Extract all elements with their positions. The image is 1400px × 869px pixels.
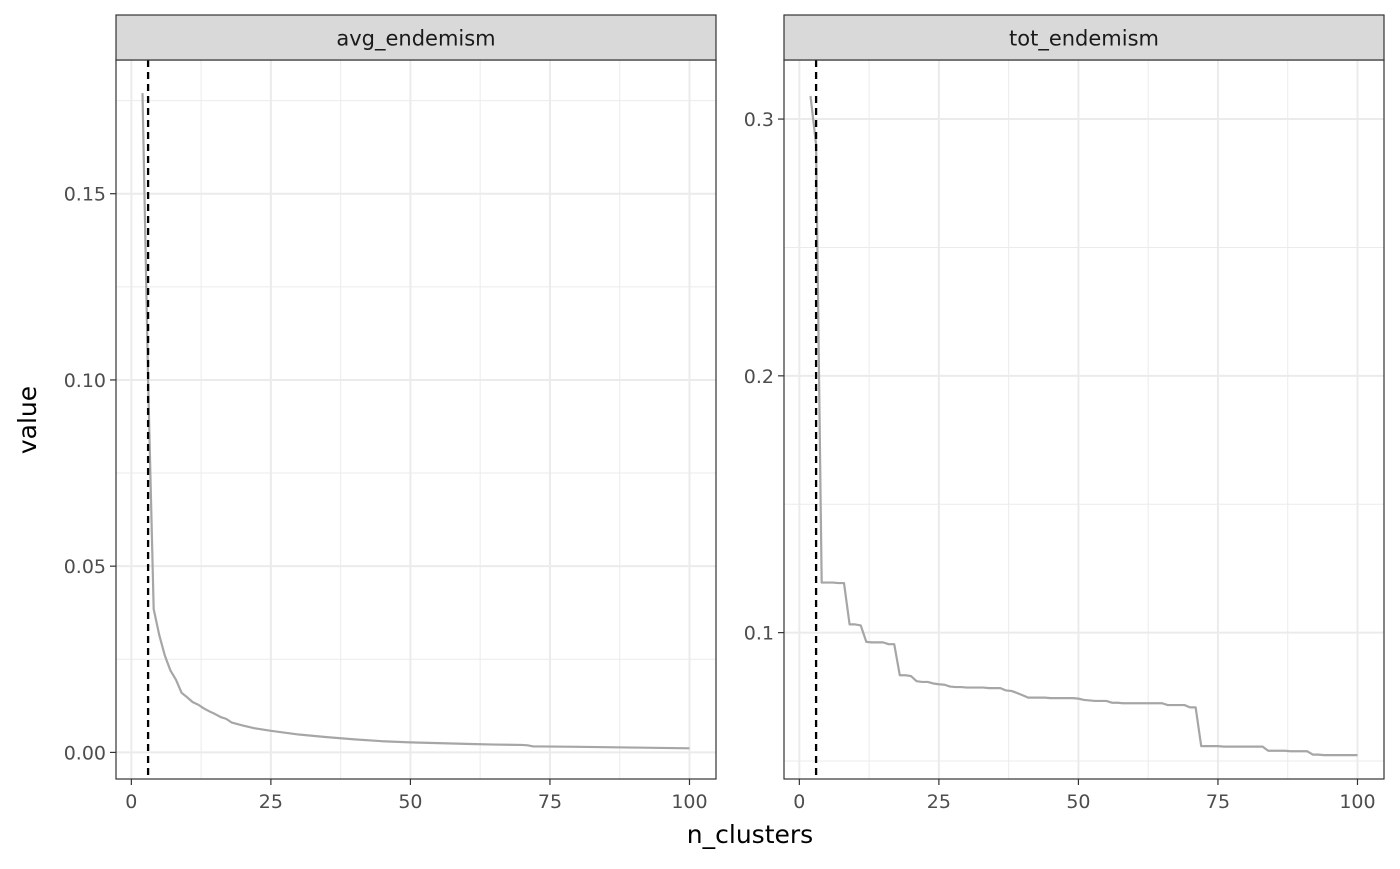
x-tick-label: 25	[927, 791, 951, 813]
y-tick-label: 0.15	[64, 184, 106, 206]
y-axis-title: value	[13, 386, 42, 454]
x-tick-label: 25	[259, 791, 283, 813]
facet-strip	[115, 14, 717, 61]
x-tick-label: 100	[1339, 791, 1375, 813]
y-tick-label: 0.2	[744, 366, 774, 388]
x-tick-label: 0	[793, 791, 805, 813]
x-tick-label: 75	[538, 791, 562, 813]
facet-strip-label: tot_endemism	[1009, 27, 1159, 52]
x-tick-label: 50	[1066, 791, 1090, 813]
x-tick-label: 50	[398, 791, 422, 813]
y-tick-label: 0.05	[64, 556, 106, 578]
x-tick-label: 0	[125, 791, 137, 813]
y-tick-label: 0.3	[744, 109, 774, 131]
data-line	[809, 95, 1358, 757]
panel-background	[784, 60, 1384, 779]
y-tick-label: 0.00	[64, 742, 106, 764]
y-tick-label: 0.10	[64, 370, 106, 392]
data-line	[141, 93, 690, 750]
y-tick-label: 0.1	[744, 623, 774, 645]
facet-strip	[783, 14, 1385, 61]
facet-strip-label: avg_endemism	[336, 27, 495, 52]
panel-background	[116, 60, 716, 779]
x-axis-title: n_clusters	[687, 820, 813, 849]
x-tick-label: 75	[1206, 791, 1230, 813]
x-tick-label: 100	[671, 791, 707, 813]
